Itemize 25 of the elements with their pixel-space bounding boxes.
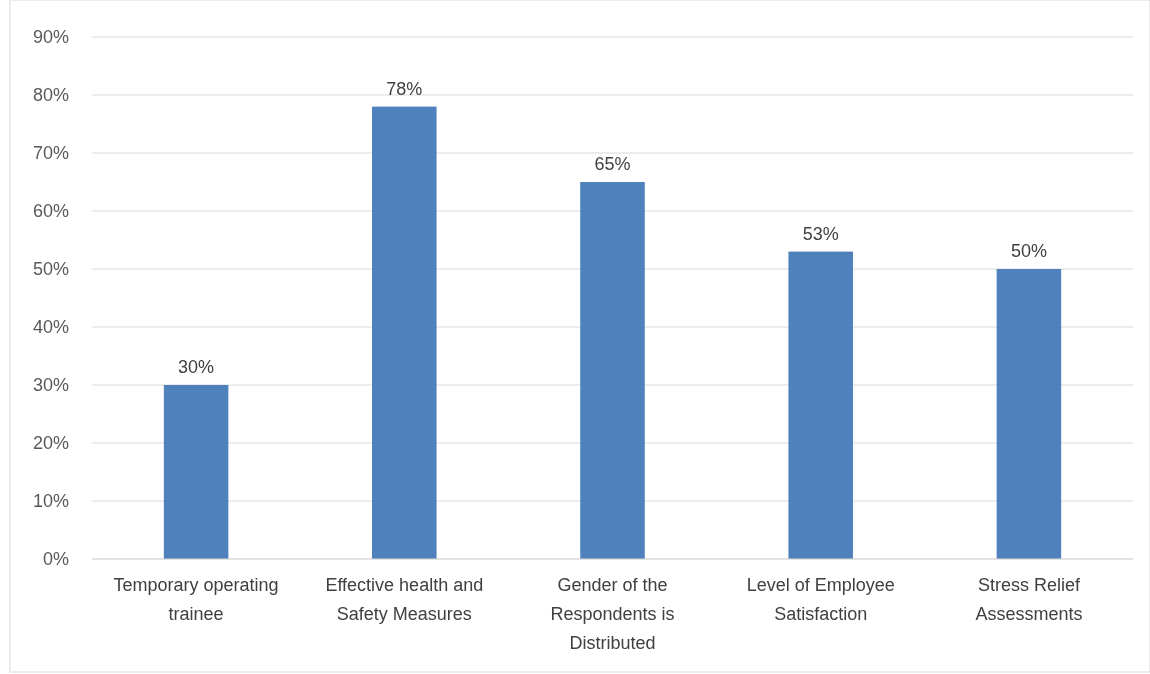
x-tick-label: Temporary operating trainee	[113, 575, 279, 624]
x-tick-label: Level of Employee Satisfaction	[746, 575, 895, 624]
x-tick-label: Gender of the Respondents is Distributed	[550, 575, 675, 653]
data-label: 53%	[802, 223, 839, 244]
y-tick-label: 40%	[32, 317, 69, 338]
data-label: 65%	[594, 154, 631, 174]
y-tick-label: 60%	[32, 201, 69, 222]
bar	[996, 269, 1062, 559]
bar	[788, 251, 853, 559]
y-tick-label: 0%	[42, 549, 69, 570]
data-label: 50%	[1010, 241, 1047, 261]
data-label: 78%	[386, 78, 423, 99]
bar	[580, 182, 645, 559]
y-tick-label: 90%	[32, 27, 69, 48]
y-tick-label: 50%	[32, 259, 69, 280]
y-tick-label: 10%	[32, 491, 69, 512]
y-tick-label: 20%	[32, 433, 69, 454]
x-tick-label: Stress Relief Assessments	[975, 575, 1083, 624]
y-tick-label: 30%	[32, 375, 69, 396]
y-tick-label: 80%	[32, 85, 69, 106]
bar	[163, 385, 229, 559]
y-tick-label: 70%	[32, 143, 69, 164]
bar	[372, 106, 437, 559]
data-label: 30%	[178, 357, 215, 377]
x-tick-label: Effective health and Safety Measures	[325, 575, 484, 624]
